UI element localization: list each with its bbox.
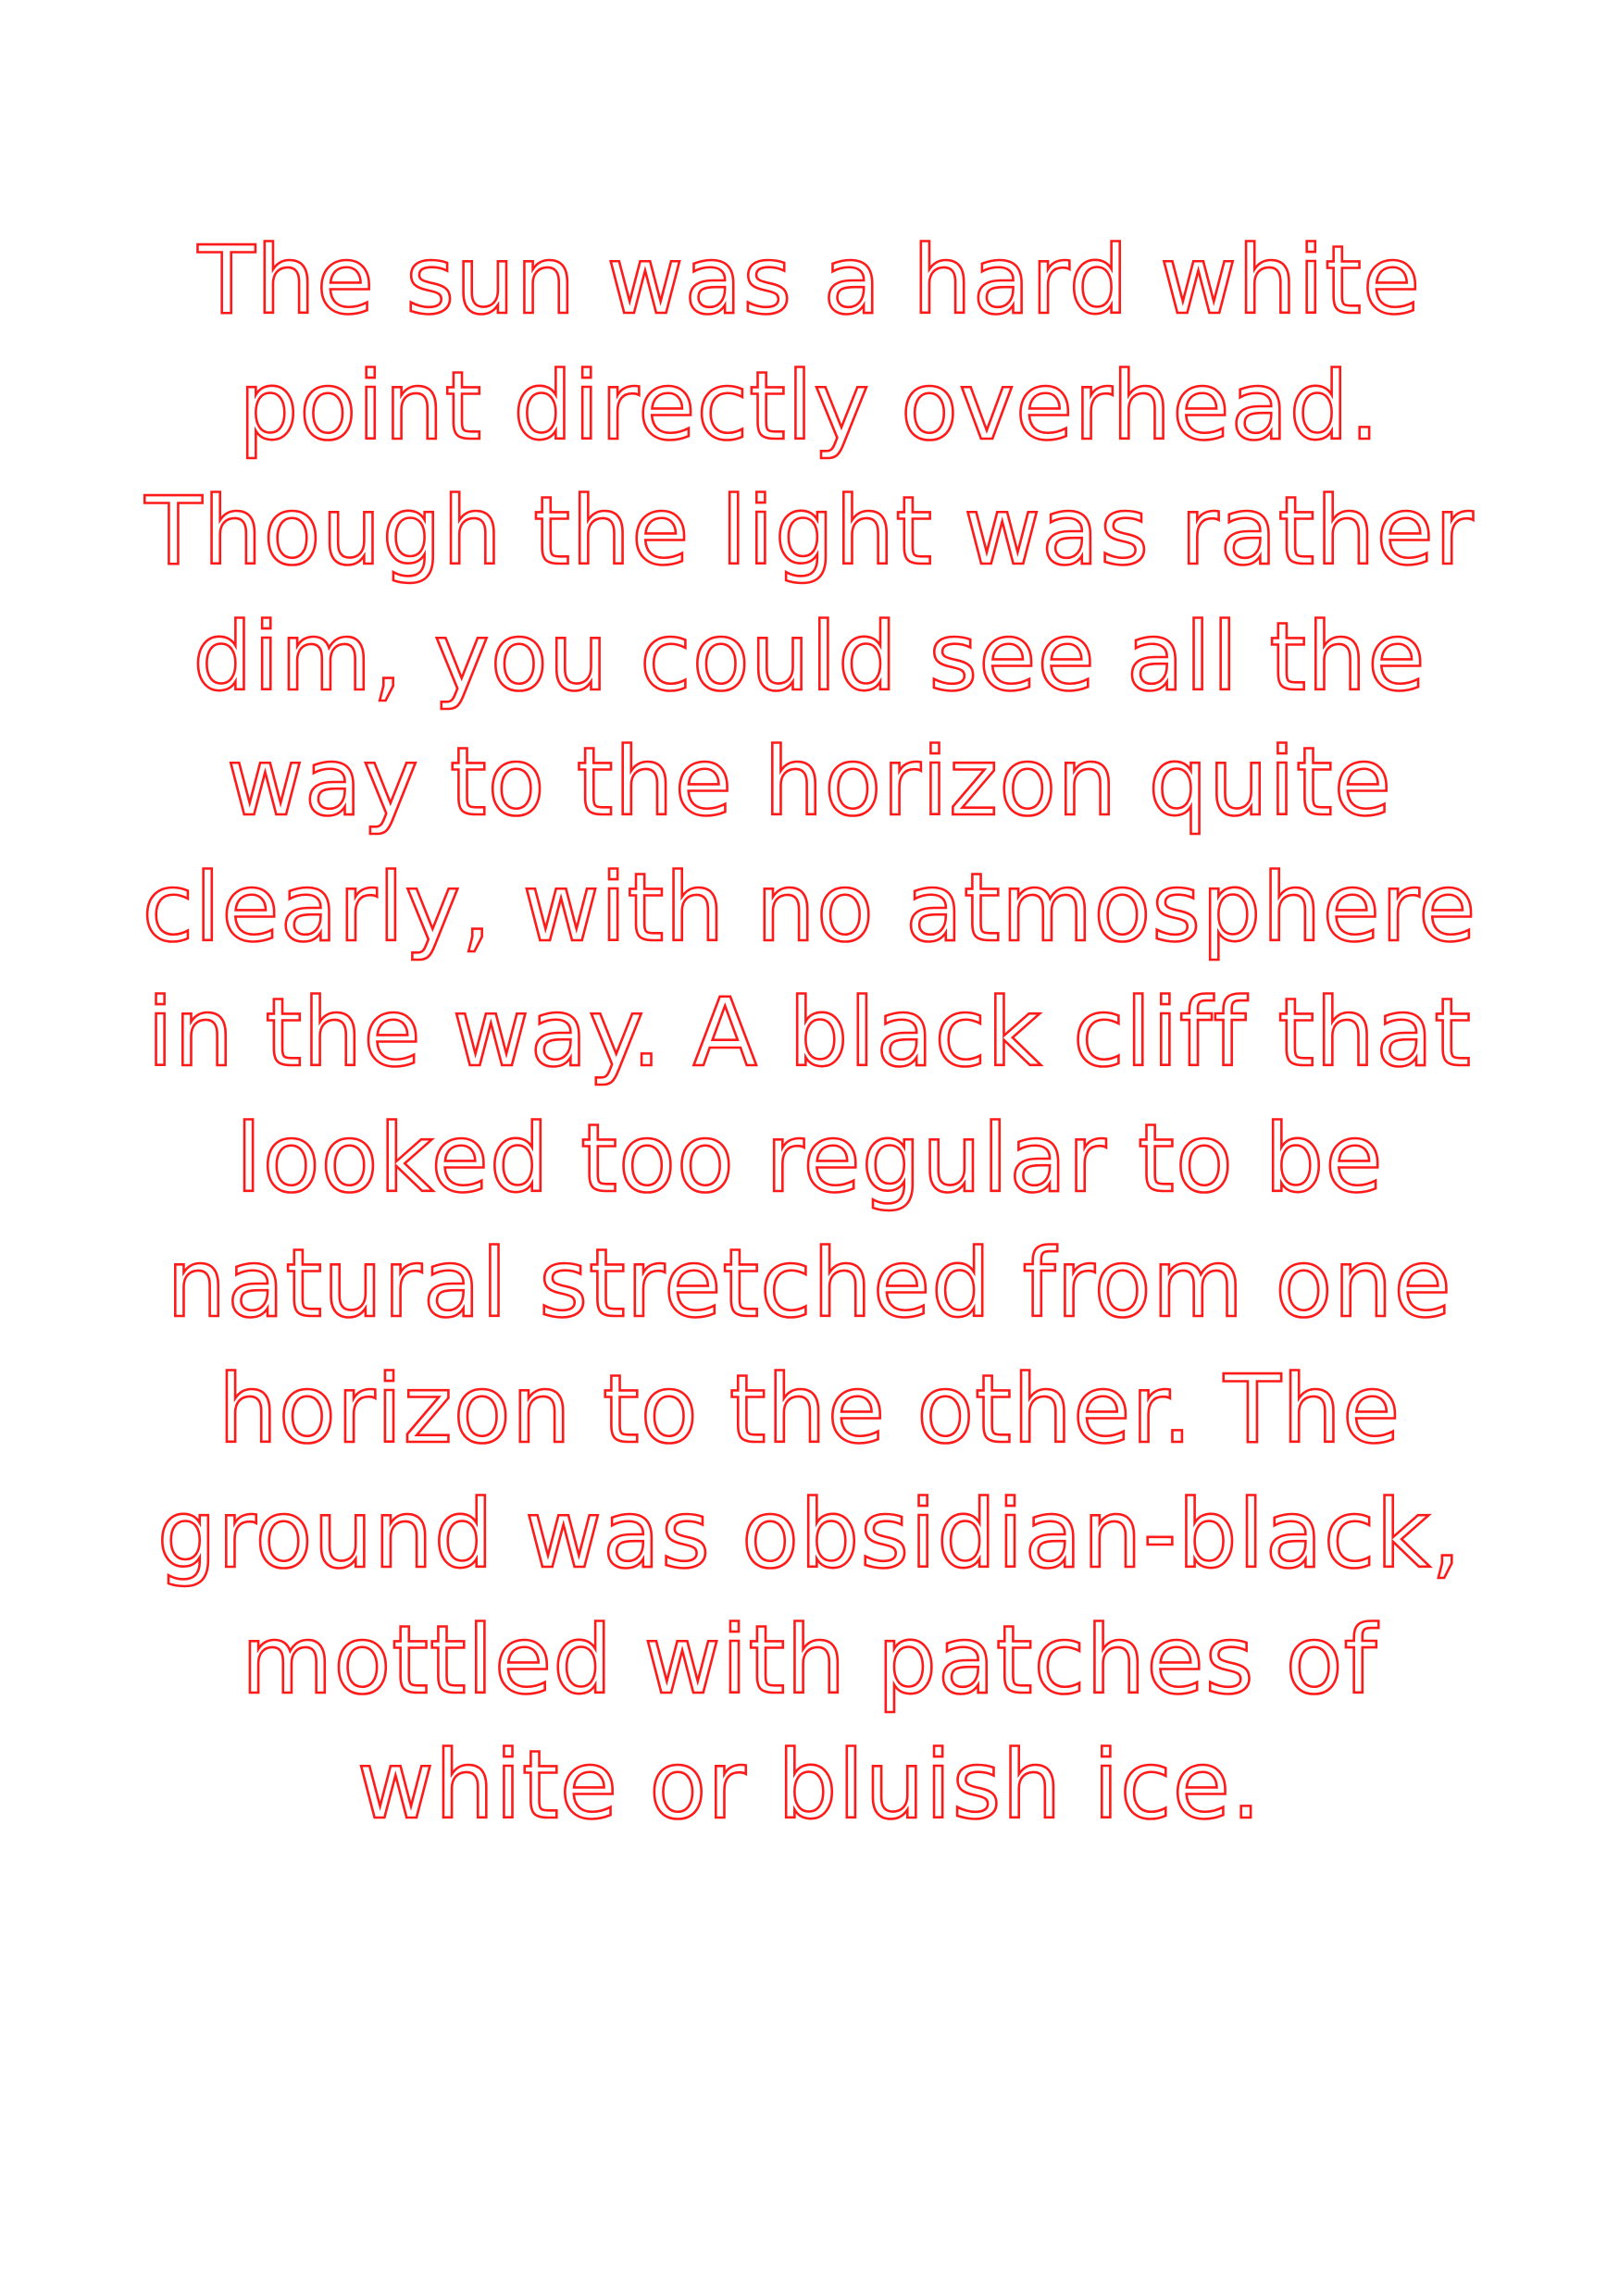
text-line-6: clearly, with no atmosphere [141,851,1477,963]
text-line-10: horizon to the other. The [217,1353,1401,1465]
text-line-3: Though the light was rather [143,476,1475,588]
text-line-4: dim, you could see all the [192,601,1426,713]
text-line-2: point directly overhead. [238,350,1381,462]
text-line-7: in the way. A black cliff that [146,977,1473,1089]
text-line-12: mottled with patches of [240,1604,1378,1716]
text-line-13: white or bluish ice. [356,1730,1263,1842]
text-line-1: The sun was a hard white [196,225,1422,337]
text-line-11: ground was obsidian-black, [156,1479,1463,1591]
text-line-9: natural stretched from one [166,1228,1452,1340]
text-line-5: way to the horizon quite [226,726,1393,838]
passage-text: The sun was a hard white point directly … [0,218,1619,1849]
text-line-8: looked too regular to be [234,1102,1384,1214]
